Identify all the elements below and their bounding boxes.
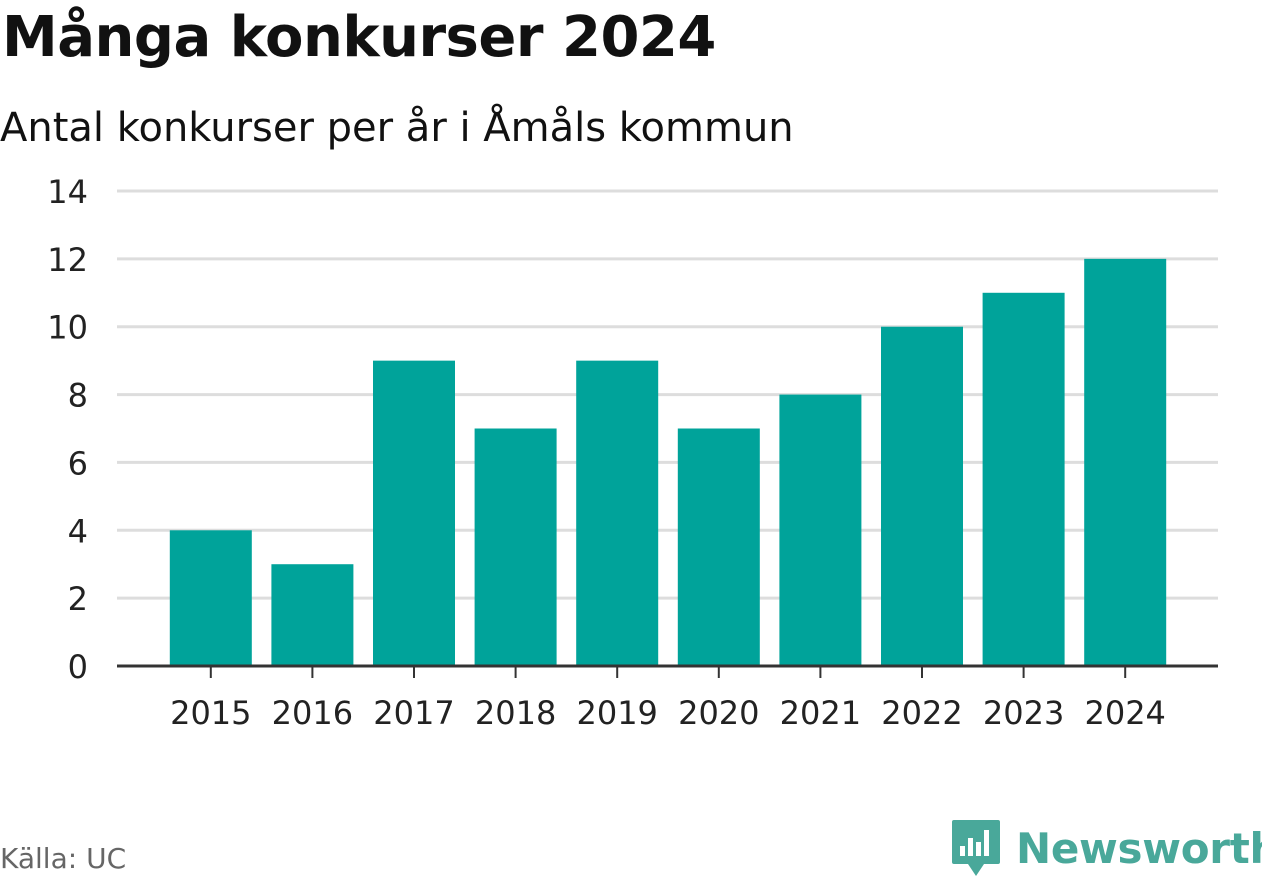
bar-2024 xyxy=(1084,258,1167,666)
x-tick-label: 2022 xyxy=(881,694,962,732)
bar-2020 xyxy=(677,428,760,666)
y-tick-label: 14 xyxy=(47,173,88,211)
brand-logo: Newsworthy xyxy=(950,818,1262,878)
newsworthy-logo-icon xyxy=(952,820,1000,876)
y-tick-label: 2 xyxy=(68,580,88,618)
x-tick-label: 2019 xyxy=(576,694,657,732)
bar-2023 xyxy=(982,292,1065,666)
y-axis-ticks: 0 2 4 6 8 10 12 14 xyxy=(47,173,88,686)
x-tick-label: 2024 xyxy=(1084,694,1165,732)
chart-subtitle: Antal konkurser per år i Åmåls kommun xyxy=(0,105,794,151)
y-tick-label: 0 xyxy=(68,648,88,686)
bar-2019 xyxy=(576,360,659,666)
y-tick-label: 4 xyxy=(68,512,88,550)
x-tick-label: 2018 xyxy=(475,694,556,732)
bars xyxy=(169,258,1167,666)
bar-2015 xyxy=(169,530,252,666)
bar-2018 xyxy=(474,428,557,666)
y-tick-label: 8 xyxy=(68,377,88,415)
y-tick-label: 12 xyxy=(47,241,88,279)
x-axis: 2015 2016 2017 2018 2019 2020 2021 2022 2023 2024 xyxy=(117,664,1218,732)
x-tick-label: 2023 xyxy=(983,694,1064,732)
x-tick-label: 2020 xyxy=(678,694,759,732)
bar-2022 xyxy=(881,326,963,666)
x-tick-label: 2017 xyxy=(373,694,454,732)
chart-title: Många konkurser 2024 xyxy=(2,5,716,70)
bar-2017 xyxy=(373,360,455,666)
bar-2016 xyxy=(271,564,354,666)
x-tick-label: 2021 xyxy=(780,694,861,732)
x-tick-label: 2016 xyxy=(272,694,353,732)
brand-name: Newsworthy xyxy=(1016,823,1262,873)
source-note: Källa: UC xyxy=(0,842,127,875)
y-tick-label: 6 xyxy=(68,444,88,482)
x-tick-label: 2015 xyxy=(170,694,251,732)
y-tick-label: 10 xyxy=(47,309,88,347)
bar-2021 xyxy=(779,394,862,666)
